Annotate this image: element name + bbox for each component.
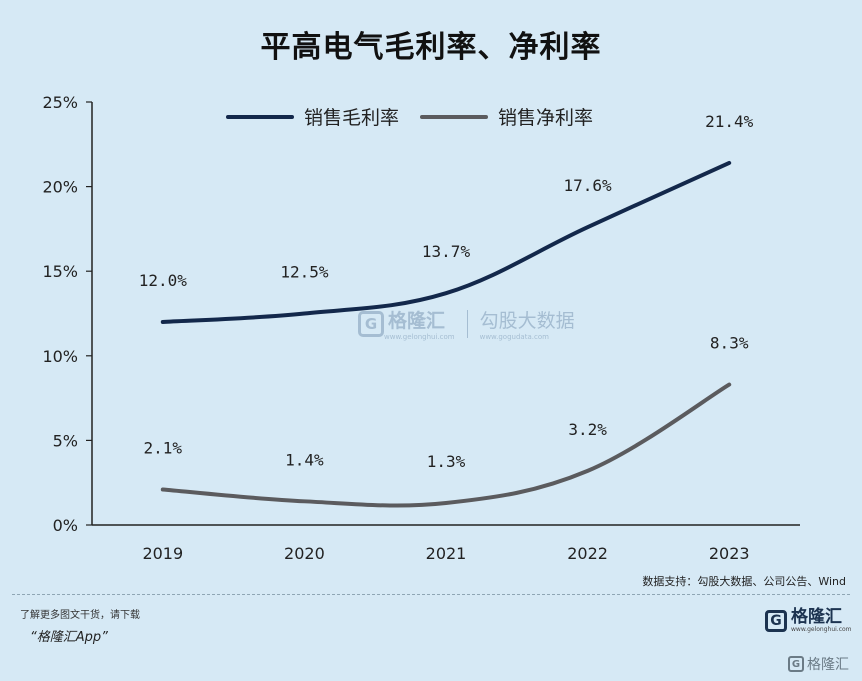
legend-label-1: 销售毛利率 [304, 107, 399, 129]
chart-title: 平高电气毛利率、净利率 [260, 30, 602, 65]
data-label: 2.1% [144, 438, 183, 457]
data-label: 21.4% [705, 112, 754, 131]
legend-label-2: 销售净利率 [498, 107, 593, 129]
brand-url: www.gelonghui.com [791, 626, 852, 633]
x-tick-label: 2021 [426, 544, 467, 563]
x-tick-label: 2022 [567, 544, 608, 563]
series-line-2 [160, 382, 732, 508]
y-tick-label: 10% [42, 347, 78, 366]
app-name: “格隆汇App” [30, 630, 108, 645]
watermark: G 格隆汇 www.gelonghui.com 勾股大数据 www.goguda… [358, 306, 575, 341]
series-line-1 [160, 160, 732, 324]
y-tick-label: 20% [42, 178, 78, 197]
data-label: 12.5% [280, 263, 329, 282]
data-label: 3.2% [568, 420, 607, 439]
watermark-site-secondary: www.gogudata.com [479, 333, 549, 341]
x-tick-label: 2019 [142, 544, 183, 563]
data-label: 1.4% [285, 450, 324, 469]
watermark-separator [466, 309, 468, 338]
watermark-name: 格隆汇 [388, 310, 446, 332]
watermark-name-secondary: 勾股大数据 [479, 310, 575, 332]
corner-logo-icon: G [788, 656, 804, 672]
data-label: 13.7% [422, 242, 471, 261]
y-tick-label: 0% [53, 516, 78, 535]
y-tick-label: 5% [53, 431, 78, 450]
footer-divider [12, 594, 850, 595]
x-tick-label: 2023 [709, 544, 750, 563]
y-tick-label: 15% [42, 262, 78, 281]
y-tick-label: 25% [42, 93, 78, 112]
brand-logo: G 格隆汇 www.gelonghui.com [765, 608, 852, 633]
corner-text: 格隆汇 [807, 657, 849, 673]
promo-text: 了解更多图文干货，请下载 [20, 610, 140, 621]
brand-name: 格隆汇 [791, 607, 842, 627]
data-label: 8.3% [710, 334, 749, 353]
watermark-site: www.gelonghui.com [384, 333, 455, 341]
watermark-logo-icon: G [358, 310, 384, 337]
source-note: 数据支持：勾股大数据、公司公告、Wind [642, 575, 846, 588]
corner-watermark: G 格隆汇 [788, 654, 849, 674]
line-chart: 0% 5% 10% 15% 20% 25% 2019 2020 2021 2022 2023 12.0… [42, 93, 800, 563]
data-label: 17.6% [564, 176, 613, 195]
data-label: 12.0% [139, 271, 188, 290]
data-label: 1.3% [427, 452, 466, 471]
x-tick-label: 2020 [284, 544, 325, 563]
brand-logo-icon: G [765, 609, 787, 632]
